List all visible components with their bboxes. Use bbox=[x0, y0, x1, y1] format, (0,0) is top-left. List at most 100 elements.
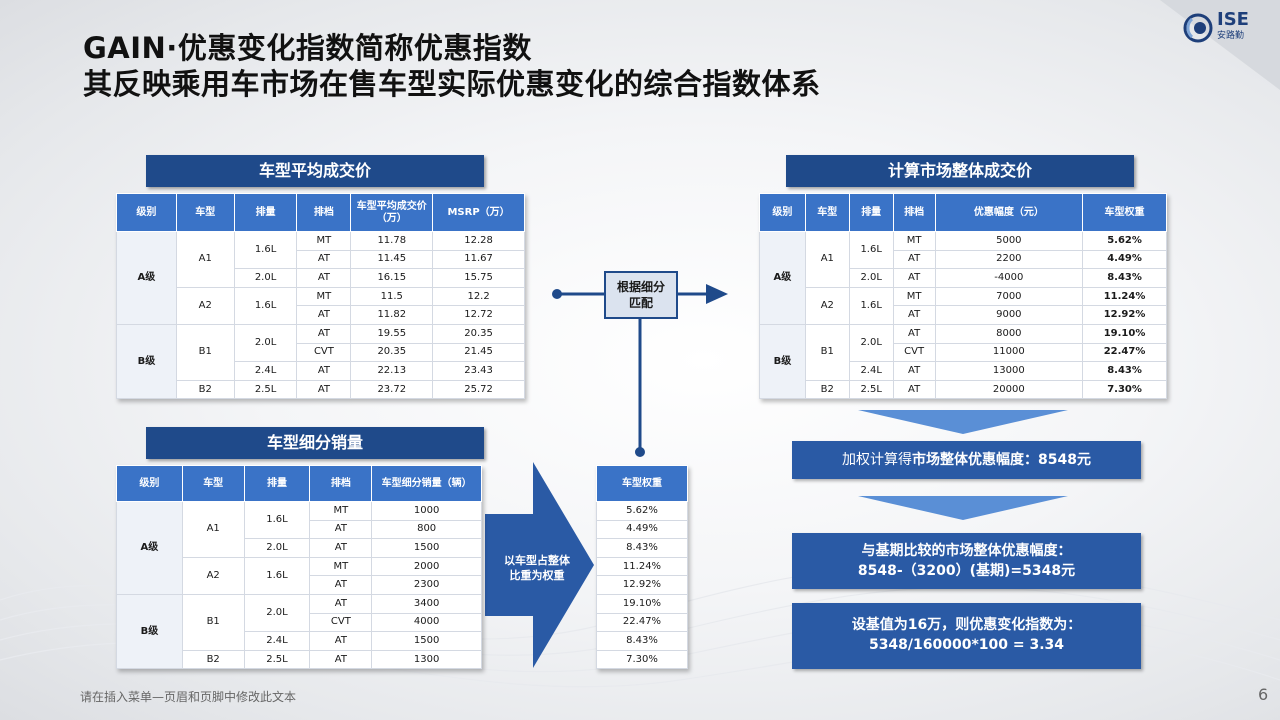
match-label-line-2: 匹配 bbox=[628, 296, 653, 310]
title-line-1: GAIN·优惠变化指数简称优惠指数 bbox=[83, 31, 532, 65]
sales-cell: 4000 bbox=[371, 612, 482, 633]
value-cell: 16.15 bbox=[350, 268, 434, 288]
value-cell: 20.35 bbox=[432, 323, 525, 344]
table-row: CVT 20.35 21.45 bbox=[117, 342, 525, 363]
table-row: AT 2200 4.49% bbox=[760, 249, 1167, 270]
gear-cell: AT bbox=[309, 575, 373, 595]
avg-price-table: 级别 车型 排量 排档 车型平均成交价（万） MSRP（万） A级 A1 1.6… bbox=[116, 193, 525, 400]
gear-cell: AT bbox=[296, 249, 352, 270]
page-title: GAIN·优惠变化指数简称优惠指数 其反映乘用车市场在售车型实际优惠变化的综合指… bbox=[83, 30, 821, 102]
value-cell: 12.28 bbox=[432, 231, 525, 251]
value-cell: 20.35 bbox=[350, 342, 434, 363]
value-cell: 15.75 bbox=[432, 268, 525, 288]
market-price-header: 计算市场整体成交价 bbox=[786, 155, 1134, 187]
logo-sub-text: 安路勤 bbox=[1217, 31, 1245, 41]
value-cell: 8000 bbox=[934, 323, 1084, 344]
gear-cell: MT bbox=[309, 556, 373, 577]
col-header: 排档 bbox=[296, 193, 352, 232]
weight-cell: 5.62% bbox=[596, 501, 688, 521]
gear-cell: AT bbox=[892, 305, 936, 325]
gear-cell: AT bbox=[296, 305, 352, 325]
col-header: 优惠幅度（元） bbox=[934, 193, 1084, 232]
table-row: 2.4L AT 13000 8.43% bbox=[760, 361, 1167, 381]
gear-cell: AT bbox=[309, 519, 373, 540]
result-3-line-2: 5348/160000*100 = 3.34 bbox=[868, 637, 1065, 653]
table-row: 12.92% bbox=[596, 575, 688, 595]
displacement-cell: 1.6L bbox=[243, 556, 311, 595]
displacement-cell: 2.5L bbox=[848, 379, 894, 400]
sales-cell: 1300 bbox=[371, 649, 482, 670]
table-header-row: 车型权重 bbox=[596, 465, 688, 502]
result-2-line-1: 与基期比较的市场整体优惠幅度： bbox=[861, 543, 1072, 559]
col-header: 车型 bbox=[175, 193, 235, 232]
gear-cell: AT bbox=[296, 323, 352, 344]
table-row: CVT 4000 bbox=[117, 612, 482, 633]
weight-arrow-label-line-1: 以车型占整体 bbox=[504, 554, 570, 567]
base-period-comparison-result: 与基期比较的市场整体优惠幅度： 8548-（3200）(基期)=5348元 bbox=[792, 533, 1141, 589]
table-header-row: 级别 车型 排量 排档 优惠幅度（元） 车型权重 bbox=[759, 193, 1167, 232]
weight-arrow-label: 以车型占整体 比重为权重 bbox=[488, 553, 586, 583]
table-row: 4.49% bbox=[596, 519, 688, 540]
gear-cell: AT bbox=[892, 249, 936, 270]
gear-cell: AT bbox=[309, 538, 373, 558]
col-header: 排量 bbox=[243, 465, 311, 502]
value-cell: 12.72 bbox=[432, 305, 525, 325]
gear-cell: AT bbox=[296, 268, 352, 288]
gear-cell: MT bbox=[892, 286, 936, 307]
table-row: B2 2.5L AT 20000 7.30% bbox=[760, 379, 1167, 400]
col-header: 车型平均成交价（万） bbox=[350, 193, 434, 232]
sales-header: 车型细分销量 bbox=[146, 427, 484, 459]
weight-cell: 19.10% bbox=[596, 593, 688, 614]
table-row: B级 B1 2.0L AT 3400 bbox=[116, 593, 482, 670]
displacement-cell: 2.5L bbox=[243, 649, 311, 670]
gear-cell: AT bbox=[892, 361, 936, 381]
gear-cell: AT bbox=[309, 593, 373, 614]
table-row: 7.30% bbox=[596, 649, 688, 670]
match-label-line-1: 根据细分 bbox=[616, 280, 665, 294]
value-cell: 20000 bbox=[934, 379, 1084, 400]
weight-arrow-label-line-2: 比重为权重 bbox=[509, 569, 565, 582]
displacement-cell: 2.0L bbox=[848, 323, 894, 363]
model-cell: B2 bbox=[181, 649, 245, 670]
gear-cell: MT bbox=[296, 286, 352, 307]
logo-brand-text: ISE bbox=[1217, 9, 1249, 30]
model-cell: B2 bbox=[804, 379, 850, 400]
table-row: 19.10% bbox=[596, 593, 688, 614]
result-2-line-2: 8548-（3200）(基期)=5348元 bbox=[857, 563, 1076, 579]
weight-cell: 11.24% bbox=[596, 556, 688, 577]
displacement-cell: 1.6L bbox=[848, 286, 894, 325]
value-cell: 5000 bbox=[934, 231, 1084, 251]
match-by-segment-box: 根据细分 匹配 bbox=[604, 271, 678, 319]
discount-index-result: 设基值为16万，则优惠变化指数为： 5348/160000*100 = 3.34 bbox=[792, 603, 1141, 669]
page-number: 6 bbox=[1258, 685, 1269, 704]
table-row: 2.0L AT -4000 8.43% bbox=[760, 268, 1167, 288]
table-header-row: 级别 车型 排量 排档 车型细分销量（辆） bbox=[116, 465, 482, 502]
gear-cell: MT bbox=[892, 231, 936, 251]
table-row: A2 1.6L MT 11.5 12.2 bbox=[117, 286, 525, 325]
displacement-cell: 1.6L bbox=[233, 230, 298, 270]
value-cell: 2200 bbox=[934, 249, 1084, 270]
sales-cell: 1000 bbox=[371, 501, 482, 521]
title-line-2: 其反映乘用车市场在售车型实际优惠变化的综合指数体系 bbox=[83, 67, 821, 101]
sales-cell: 1500 bbox=[371, 631, 482, 651]
col-header: 级别 bbox=[759, 193, 806, 232]
weight-cell: 12.92% bbox=[1082, 305, 1167, 325]
table-row: A级 A1 1.6L MT 1000 bbox=[116, 500, 482, 595]
gear-cell: CVT bbox=[892, 342, 936, 363]
model-cell: B1 bbox=[175, 323, 235, 381]
result-1-prefix: 加权计算得 bbox=[842, 452, 913, 468]
table-row: B级 B1 2.0L AT 19.55 20.35 bbox=[116, 323, 525, 400]
value-cell: 11.5 bbox=[350, 286, 434, 307]
weighted-discount-result: 加权计算得市场整体优惠幅度：8548元 bbox=[792, 441, 1141, 479]
table-row: CVT 11000 22.47% bbox=[760, 342, 1167, 363]
weight-cell: 22.47% bbox=[596, 612, 688, 633]
col-header: 车型权重 bbox=[1082, 193, 1167, 232]
value-cell: 23.72 bbox=[350, 379, 434, 400]
weight-cell: 4.49% bbox=[596, 519, 688, 540]
col-header: 级别 bbox=[116, 193, 177, 232]
table-row: 2.4L AT 22.13 23.43 bbox=[117, 361, 525, 381]
value-cell: 25.72 bbox=[432, 379, 525, 400]
table-row: B级 B1 2.0L AT 8000 19.10% bbox=[759, 323, 1167, 400]
value-cell: 7000 bbox=[934, 286, 1084, 307]
value-cell: 23.43 bbox=[432, 361, 525, 381]
